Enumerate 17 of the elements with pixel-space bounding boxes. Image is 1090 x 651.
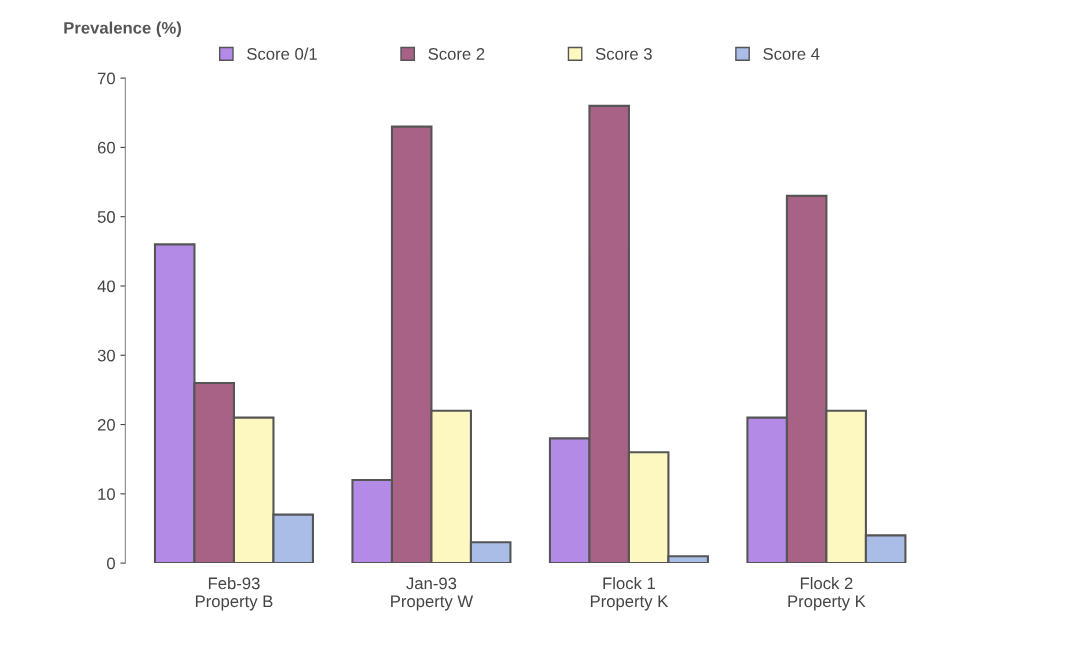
y-tick-label: 40 (97, 280, 115, 293)
legend-label: Score 0/1 (247, 47, 317, 60)
y-tick-label: 70 (97, 72, 115, 85)
y-tick-label: 50 (97, 211, 115, 223)
legend-label: Score 3 (595, 48, 652, 60)
y-tick-label: 60 (97, 141, 115, 154)
y-tick-label: 0 (107, 557, 115, 570)
legend-label: Score 4 (763, 48, 820, 60)
y-axis-title: Prevalence (%) (64, 21, 181, 38)
x-tick-label: Flock 1 Property K (590, 577, 669, 611)
legend-label: Score 2 (428, 48, 485, 60)
x-tick-label: Flock 2 Property K (788, 577, 866, 611)
y-tick-label: 30 (97, 349, 115, 362)
x-tick-label: Feb-93 Property B (195, 577, 273, 611)
x-tick-label: Jan-93 Property W (391, 577, 474, 611)
y-tick-label: 20 (97, 418, 115, 431)
y-tick-label: 10 (98, 488, 115, 501)
